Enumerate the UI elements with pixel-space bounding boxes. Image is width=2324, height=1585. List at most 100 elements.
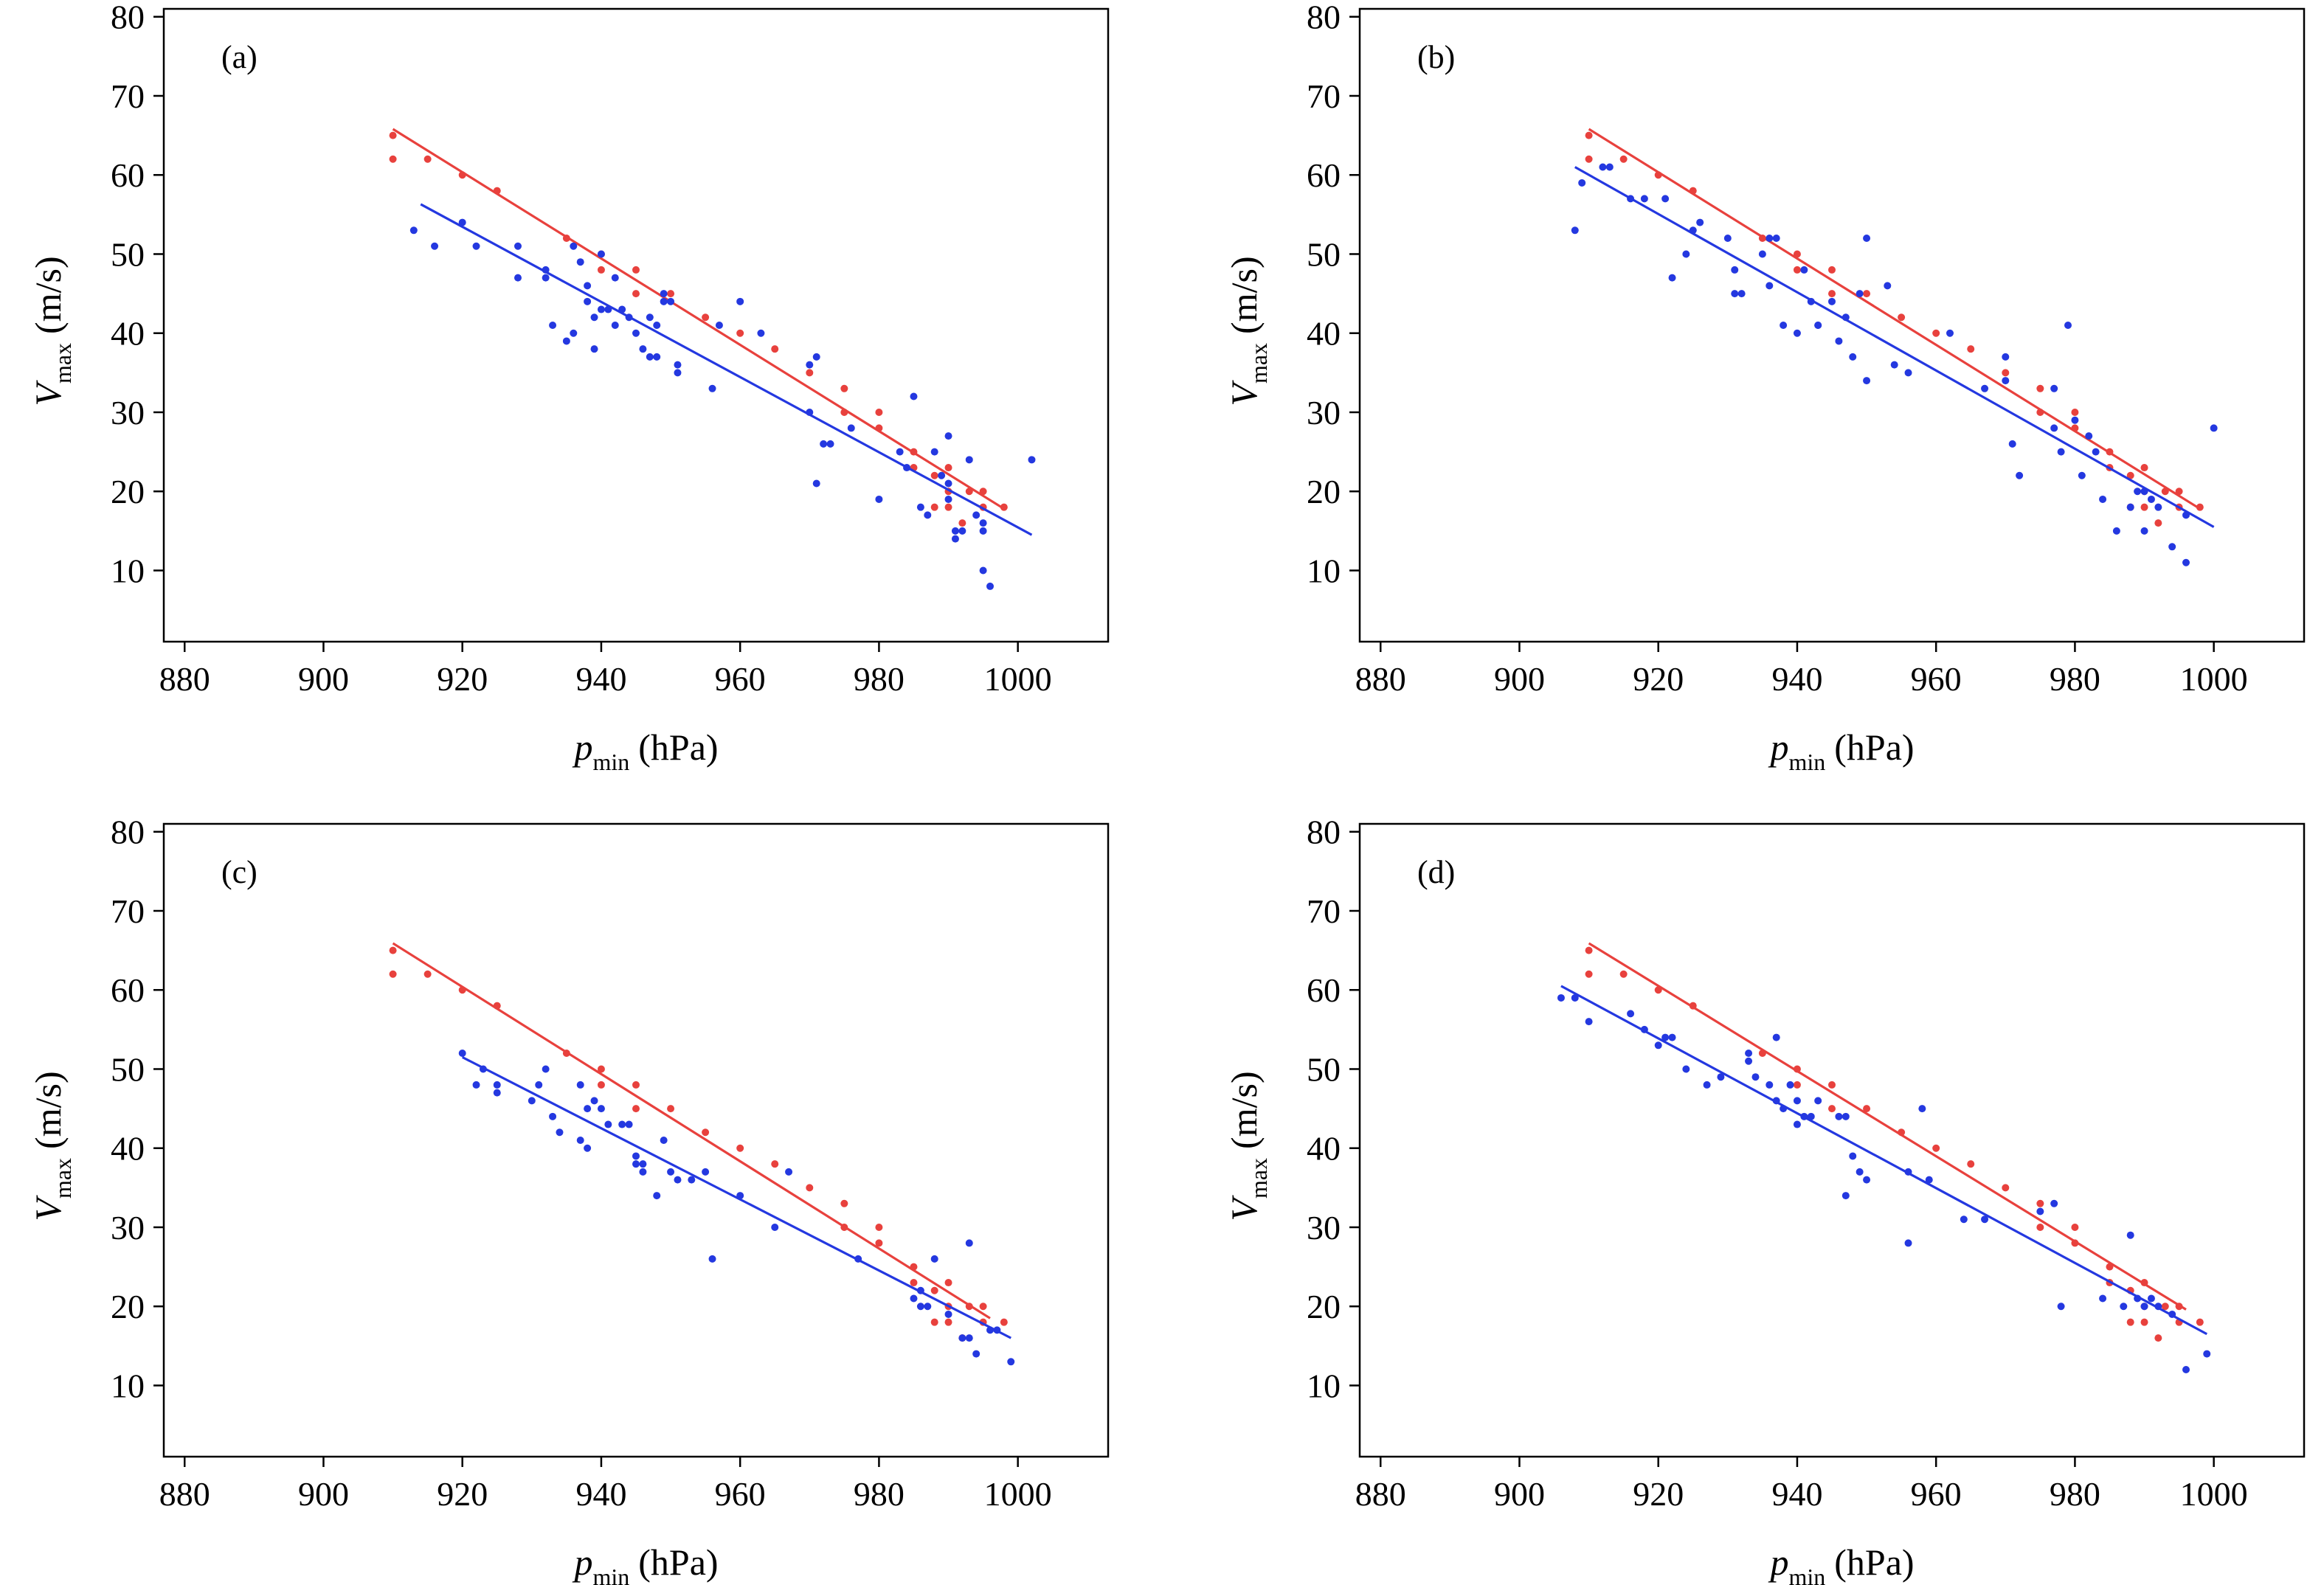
red-point — [1000, 503, 1008, 511]
blue-point — [535, 1081, 543, 1089]
x-tick-label: 880 — [159, 660, 210, 698]
blue-point — [1884, 282, 1892, 290]
y-axis-title-var: V — [1223, 380, 1265, 406]
red-point — [1793, 250, 1801, 258]
blue-point — [590, 1097, 598, 1105]
red-point — [1619, 155, 1628, 163]
blue-point — [576, 1137, 584, 1144]
blue-point — [1654, 1041, 1662, 1050]
red-point — [389, 946, 397, 954]
blue-point — [514, 274, 522, 282]
y-axis-title-var: V — [1223, 1195, 1265, 1221]
blue-point — [2036, 1207, 2044, 1215]
blue-point — [1557, 993, 1565, 1002]
blue-point — [584, 282, 592, 290]
blue-point — [1841, 313, 1850, 322]
x-tick-label: 980 — [854, 1475, 905, 1513]
x-axis-title-var: p — [572, 1541, 592, 1583]
x-tick-label: 880 — [159, 1475, 210, 1513]
red-point — [1585, 155, 1593, 163]
red-point — [1863, 1105, 1871, 1113]
blue-point — [570, 242, 578, 250]
red-point — [930, 1286, 938, 1294]
red-fit-line — [1588, 942, 2187, 1311]
blue-point — [549, 1112, 557, 1120]
blue-point — [528, 1097, 536, 1105]
blue-point — [632, 1160, 640, 1168]
blue-point — [646, 353, 654, 361]
red-point — [702, 1128, 710, 1137]
blue-point — [458, 1050, 466, 1058]
blue-point — [979, 527, 987, 535]
blue-point — [479, 1065, 487, 1073]
y-tick-label: 10 — [1307, 552, 1341, 589]
red-point — [493, 187, 501, 195]
red-point — [597, 1065, 605, 1073]
blue-point — [1640, 195, 1648, 203]
red-point — [771, 1160, 779, 1168]
blue-point — [806, 408, 814, 416]
blue-point — [986, 1326, 994, 1334]
red-point — [840, 384, 848, 392]
red-point — [1585, 970, 1593, 978]
blue-point — [660, 297, 668, 305]
y-tick-label: 40 — [1307, 1130, 1341, 1168]
blue-point — [875, 495, 883, 503]
blue-point — [2071, 416, 2079, 424]
blue-point — [1745, 1057, 1753, 1065]
x-axis-title: pmin (hPa) — [1768, 726, 1914, 775]
panel-label: (c) — [221, 854, 257, 890]
blue-point — [653, 353, 661, 361]
blue-point — [1717, 1073, 1725, 1081]
blue-point — [1571, 993, 1579, 1002]
red-series — [1585, 128, 2204, 527]
red-point — [562, 1050, 570, 1058]
y-tick-label: 70 — [111, 77, 145, 115]
blue-point — [2154, 1303, 2162, 1311]
y-axis-title-unit: (m/s) — [27, 256, 69, 334]
y-axis-title-unit: (m/s) — [1223, 1071, 1265, 1149]
blue-point — [1745, 1050, 1753, 1058]
x-axis-title-var: p — [1768, 726, 1788, 768]
blue-point — [1661, 1033, 1670, 1041]
red-point — [944, 464, 952, 472]
red-point — [965, 1303, 973, 1311]
x-tick-label: 900 — [298, 660, 349, 698]
blue-point — [1925, 1176, 1933, 1184]
blue-series — [1571, 163, 2218, 566]
y-tick-label: 50 — [111, 235, 145, 273]
x-axis-title-var: p — [1768, 1541, 1788, 1583]
red-point — [1828, 1105, 1836, 1113]
red-point — [1898, 313, 1906, 322]
blue-point — [916, 1303, 924, 1311]
red-point — [958, 519, 966, 527]
blue-point — [639, 1168, 647, 1176]
blue-point — [2057, 1303, 2065, 1311]
panel-label: (b) — [1417, 39, 1455, 75]
blue-point — [611, 322, 619, 329]
blue-point — [1800, 266, 1808, 274]
blue-point — [2050, 384, 2058, 392]
blue-point — [1723, 235, 1732, 243]
blue-point — [806, 361, 814, 369]
red-point — [2036, 1199, 2044, 1207]
blue-point — [2203, 1350, 2211, 1358]
x-tick-label: 900 — [298, 1475, 349, 1513]
red-point — [2196, 503, 2204, 511]
x-tick-label: 920 — [1633, 1475, 1684, 1513]
y-tick-label: 10 — [111, 1367, 145, 1404]
blue-point — [2016, 471, 2024, 479]
chart-panel: 880 900 920 940 960 980 10001020304050607080(b… — [1223, 0, 2306, 775]
blue-point — [597, 305, 605, 313]
blue-point — [2002, 353, 2010, 361]
y-tick-label: 50 — [111, 1050, 145, 1088]
y-axis-title: Vmax (m/s) — [1223, 1071, 1272, 1221]
red-point — [389, 131, 397, 139]
red-point — [2002, 1184, 2010, 1192]
blue-point — [674, 369, 682, 377]
blue-point — [916, 1286, 924, 1294]
x-tick-label: 980 — [2050, 1475, 2100, 1513]
red-point — [2140, 503, 2148, 511]
red-point — [1654, 171, 1662, 179]
y-tick-label: 10 — [1307, 1367, 1341, 1404]
